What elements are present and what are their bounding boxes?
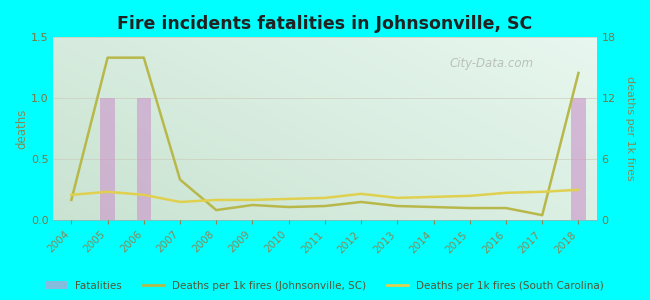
- Bar: [136, 98, 151, 220]
- Legend: Fatalities, Deaths per 1k fires (Johnsonville, SC), Deaths per 1k fires (South C: Fatalities, Deaths per 1k fires (Johnson…: [42, 277, 608, 295]
- Bar: [100, 98, 115, 220]
- Y-axis label: deaths per 1k fires: deaths per 1k fires: [625, 76, 635, 181]
- Text: City-Data.com: City-Data.com: [450, 57, 534, 70]
- Y-axis label: deaths: deaths: [15, 109, 28, 149]
- Title: Fire incidents fatalities in Johnsonville, SC: Fire incidents fatalities in Johnsonvill…: [117, 15, 532, 33]
- Bar: [571, 98, 586, 220]
